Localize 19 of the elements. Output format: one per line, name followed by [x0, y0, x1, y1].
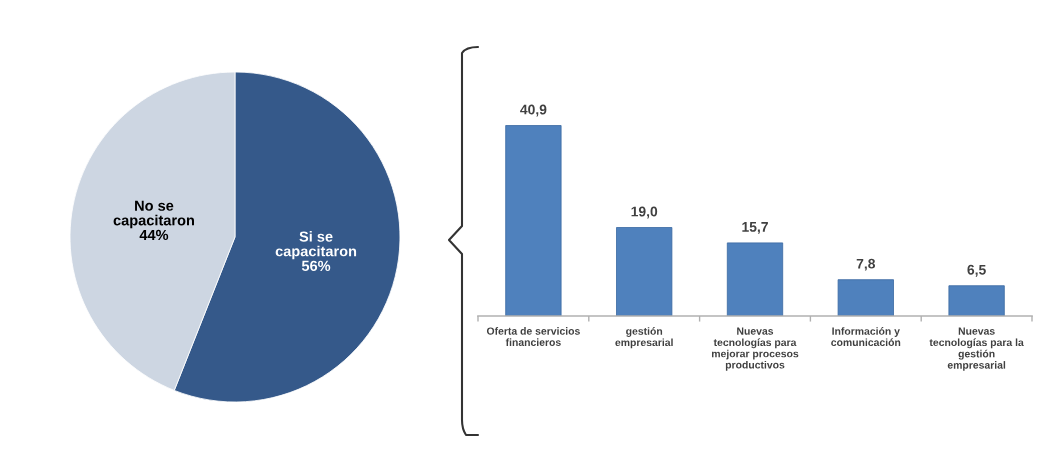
x-tick-label: gestión empresarial	[615, 327, 673, 349]
data-label: 6,5	[967, 264, 986, 277]
bar	[505, 125, 562, 316]
slice-label: No se capacitaron	[113, 200, 194, 229]
data-label: 19,0	[631, 206, 658, 219]
x-tick-label: Nuevas tecnologías para la gestión empresarial	[929, 327, 1024, 371]
x-tick-label: Oferta de servicios financieros	[486, 327, 580, 346]
data-label: 15,7	[742, 222, 768, 234]
data-label: 40,9	[520, 104, 547, 117]
x-tick-label: Nuevas tecnologías para mejorar procesos productivos	[711, 327, 799, 371]
bar	[616, 227, 673, 316]
data-label: 7,8	[856, 258, 876, 271]
x-tick-label: Información y comunicación	[831, 327, 901, 347]
slice-label: Si se capacitaron	[275, 231, 357, 260]
bar	[837, 279, 894, 316]
data-label: 56%	[301, 260, 331, 272]
data-label: 44%	[139, 229, 169, 241]
bar	[948, 285, 1005, 316]
bar	[726, 242, 784, 316]
